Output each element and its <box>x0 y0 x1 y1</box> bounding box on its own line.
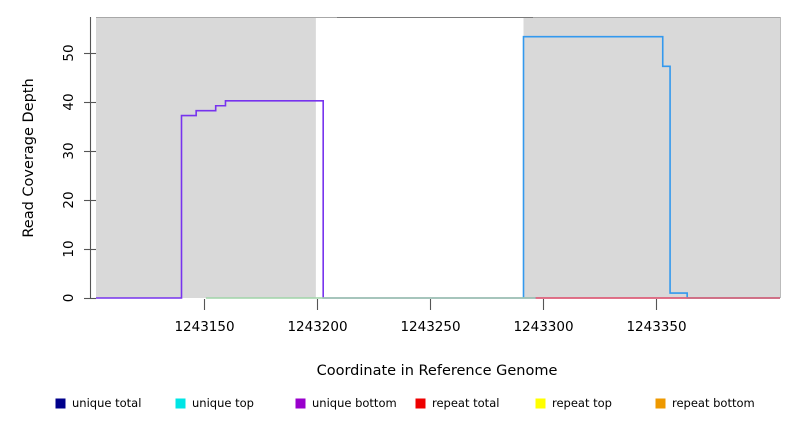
legend-label: repeat total <box>432 396 499 410</box>
y-axis: 0 10 20 30 40 50 Read Coverage Depth <box>21 17 96 302</box>
x-tick-label-1243250: 1243250 <box>400 319 460 335</box>
y-tick-label-50: 50 <box>61 44 77 61</box>
legend-item-repeat-top[interactable]: repeat top <box>535 396 612 410</box>
legend-label: unique total <box>72 396 141 410</box>
x-tick-label-1243350: 1243350 <box>626 319 686 335</box>
y-tick-label-10: 10 <box>61 240 77 257</box>
shaded-region-left <box>96 17 316 298</box>
legend-item-unique-top[interactable]: unique top <box>175 396 254 410</box>
legend-item-repeat-total[interactable]: repeat total <box>415 396 499 410</box>
chart-legend: unique total unique top unique bottom repea… <box>55 396 755 410</box>
legend-label: unique top <box>192 396 254 410</box>
x-tick-label-1243300: 1243300 <box>513 319 573 335</box>
series-line-unique-bottom <box>96 100 780 299</box>
legend-item-unique-bottom[interactable]: unique bottom <box>295 396 397 410</box>
y-tick-label-0: 0 <box>61 294 77 303</box>
legend-item-unique-total[interactable]: unique total <box>55 396 141 410</box>
legend-item-repeat-bottom[interactable]: repeat bottom <box>655 396 755 410</box>
legend-swatch-icon <box>55 398 66 409</box>
series-line-unique-total <box>522 35 780 299</box>
x-tick-label-1243150: 1243150 <box>174 319 234 335</box>
x-axis: 1243150 1243200 1243250 1243300 1243350 … <box>174 299 687 379</box>
y-tick-label-30: 30 <box>61 142 77 159</box>
legend-swatch-icon <box>415 398 426 409</box>
shaded-regions-group <box>96 17 781 298</box>
y-axis-title: Read Coverage Depth <box>21 78 37 237</box>
x-axis-title: Coordinate in Reference Genome <box>317 363 558 379</box>
legend-label: repeat bottom <box>672 396 755 410</box>
shaded-region-right <box>523 17 780 298</box>
legend-label: unique bottom <box>312 396 397 410</box>
x-tick-label-1243200: 1243200 <box>287 319 347 335</box>
legend-label: repeat top <box>552 396 612 410</box>
data-series-group <box>96 35 780 299</box>
y-tick-label-20: 20 <box>61 191 77 208</box>
legend-swatch-icon <box>655 398 666 409</box>
legend-swatch-icon <box>535 398 546 409</box>
legend-swatch-icon <box>295 398 306 409</box>
y-tick-label-40: 40 <box>61 93 77 110</box>
legend-swatch-icon <box>175 398 186 409</box>
